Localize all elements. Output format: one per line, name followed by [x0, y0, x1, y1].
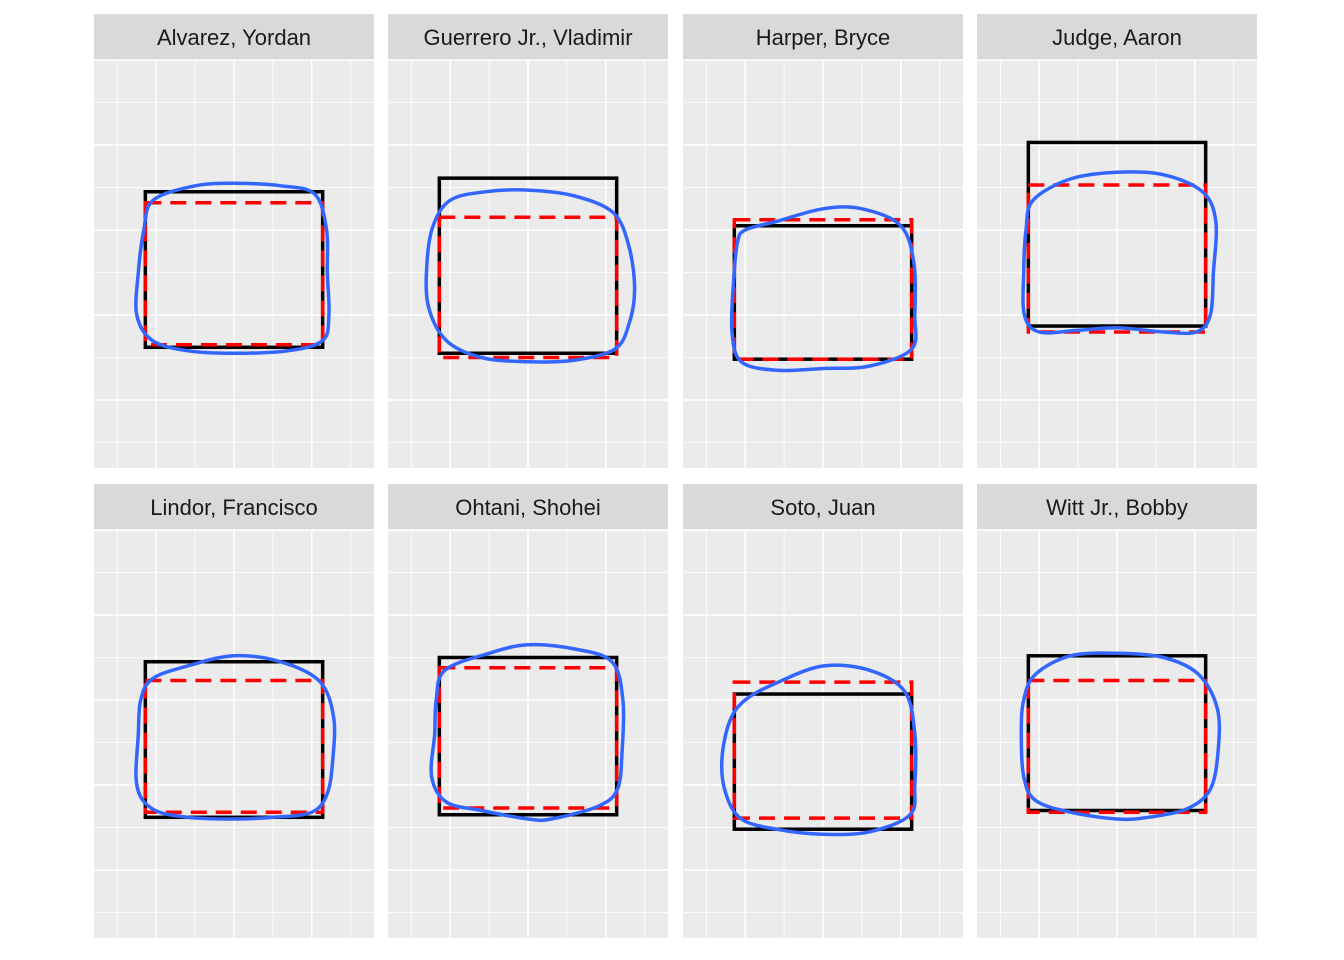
facet-strip-label: Alvarez, Yordan [157, 25, 311, 50]
facet-strip [94, 14, 374, 60]
facet-panel: Harper, Bryce [683, 14, 963, 468]
panel-grid [94, 59, 374, 468]
facet-strip [94, 484, 374, 530]
facet-panel: Witt Jr., Bobby [977, 484, 1257, 938]
called-zone-contour [719, 663, 918, 837]
facet-strip [683, 14, 963, 60]
player-zone-rect [1026, 183, 1208, 334]
rule-zone-rect [437, 655, 619, 817]
player-zone-rect [1026, 678, 1208, 814]
player-zone-rect [437, 215, 619, 360]
called-zone-contour [729, 205, 918, 373]
panel-grid [388, 59, 668, 468]
player-zone-rect [143, 201, 325, 347]
called-zone-contour [1021, 170, 1219, 336]
rule-zone-rect [143, 190, 325, 350]
called-zone-contour [424, 188, 637, 364]
facet-strip [683, 484, 963, 530]
facet-strip-label: Guerrero Jr., Vladimir [423, 25, 632, 50]
facet-strip [977, 484, 1257, 530]
facet-strip [388, 14, 668, 60]
facet-strip-label: Ohtani, Shohei [455, 495, 601, 520]
facet-panel: Soto, Juan [683, 484, 963, 938]
facet-panel: Ohtani, Shohei [388, 484, 668, 938]
facet-strip-label: Lindor, Francisco [150, 495, 318, 520]
panel-grid [977, 529, 1257, 938]
called-zone-contour [134, 181, 331, 356]
called-zone-contour [134, 653, 337, 821]
player-zone-rect [732, 680, 914, 820]
facet-strip-label: Judge, Aaron [1052, 25, 1182, 50]
facet-strip-label: Witt Jr., Bobby [1046, 495, 1188, 520]
facet-panel: Lindor, Francisco [94, 484, 374, 938]
called-zone-contour [1019, 651, 1222, 822]
facet-strip [977, 14, 1257, 60]
facet-panel: Judge, Aaron [977, 14, 1257, 468]
player-zone-rect [437, 665, 619, 810]
facet-strip [388, 484, 668, 530]
called-zone-contour [429, 642, 626, 823]
facet-strip-label: Soto, Juan [770, 495, 875, 520]
facet-panel: Alvarez, Yordan [94, 14, 374, 468]
facet-strip-label: Harper, Bryce [756, 25, 891, 50]
facet-panel: Guerrero Jr., Vladimir [388, 14, 668, 468]
player-zone-rect [143, 678, 325, 814]
